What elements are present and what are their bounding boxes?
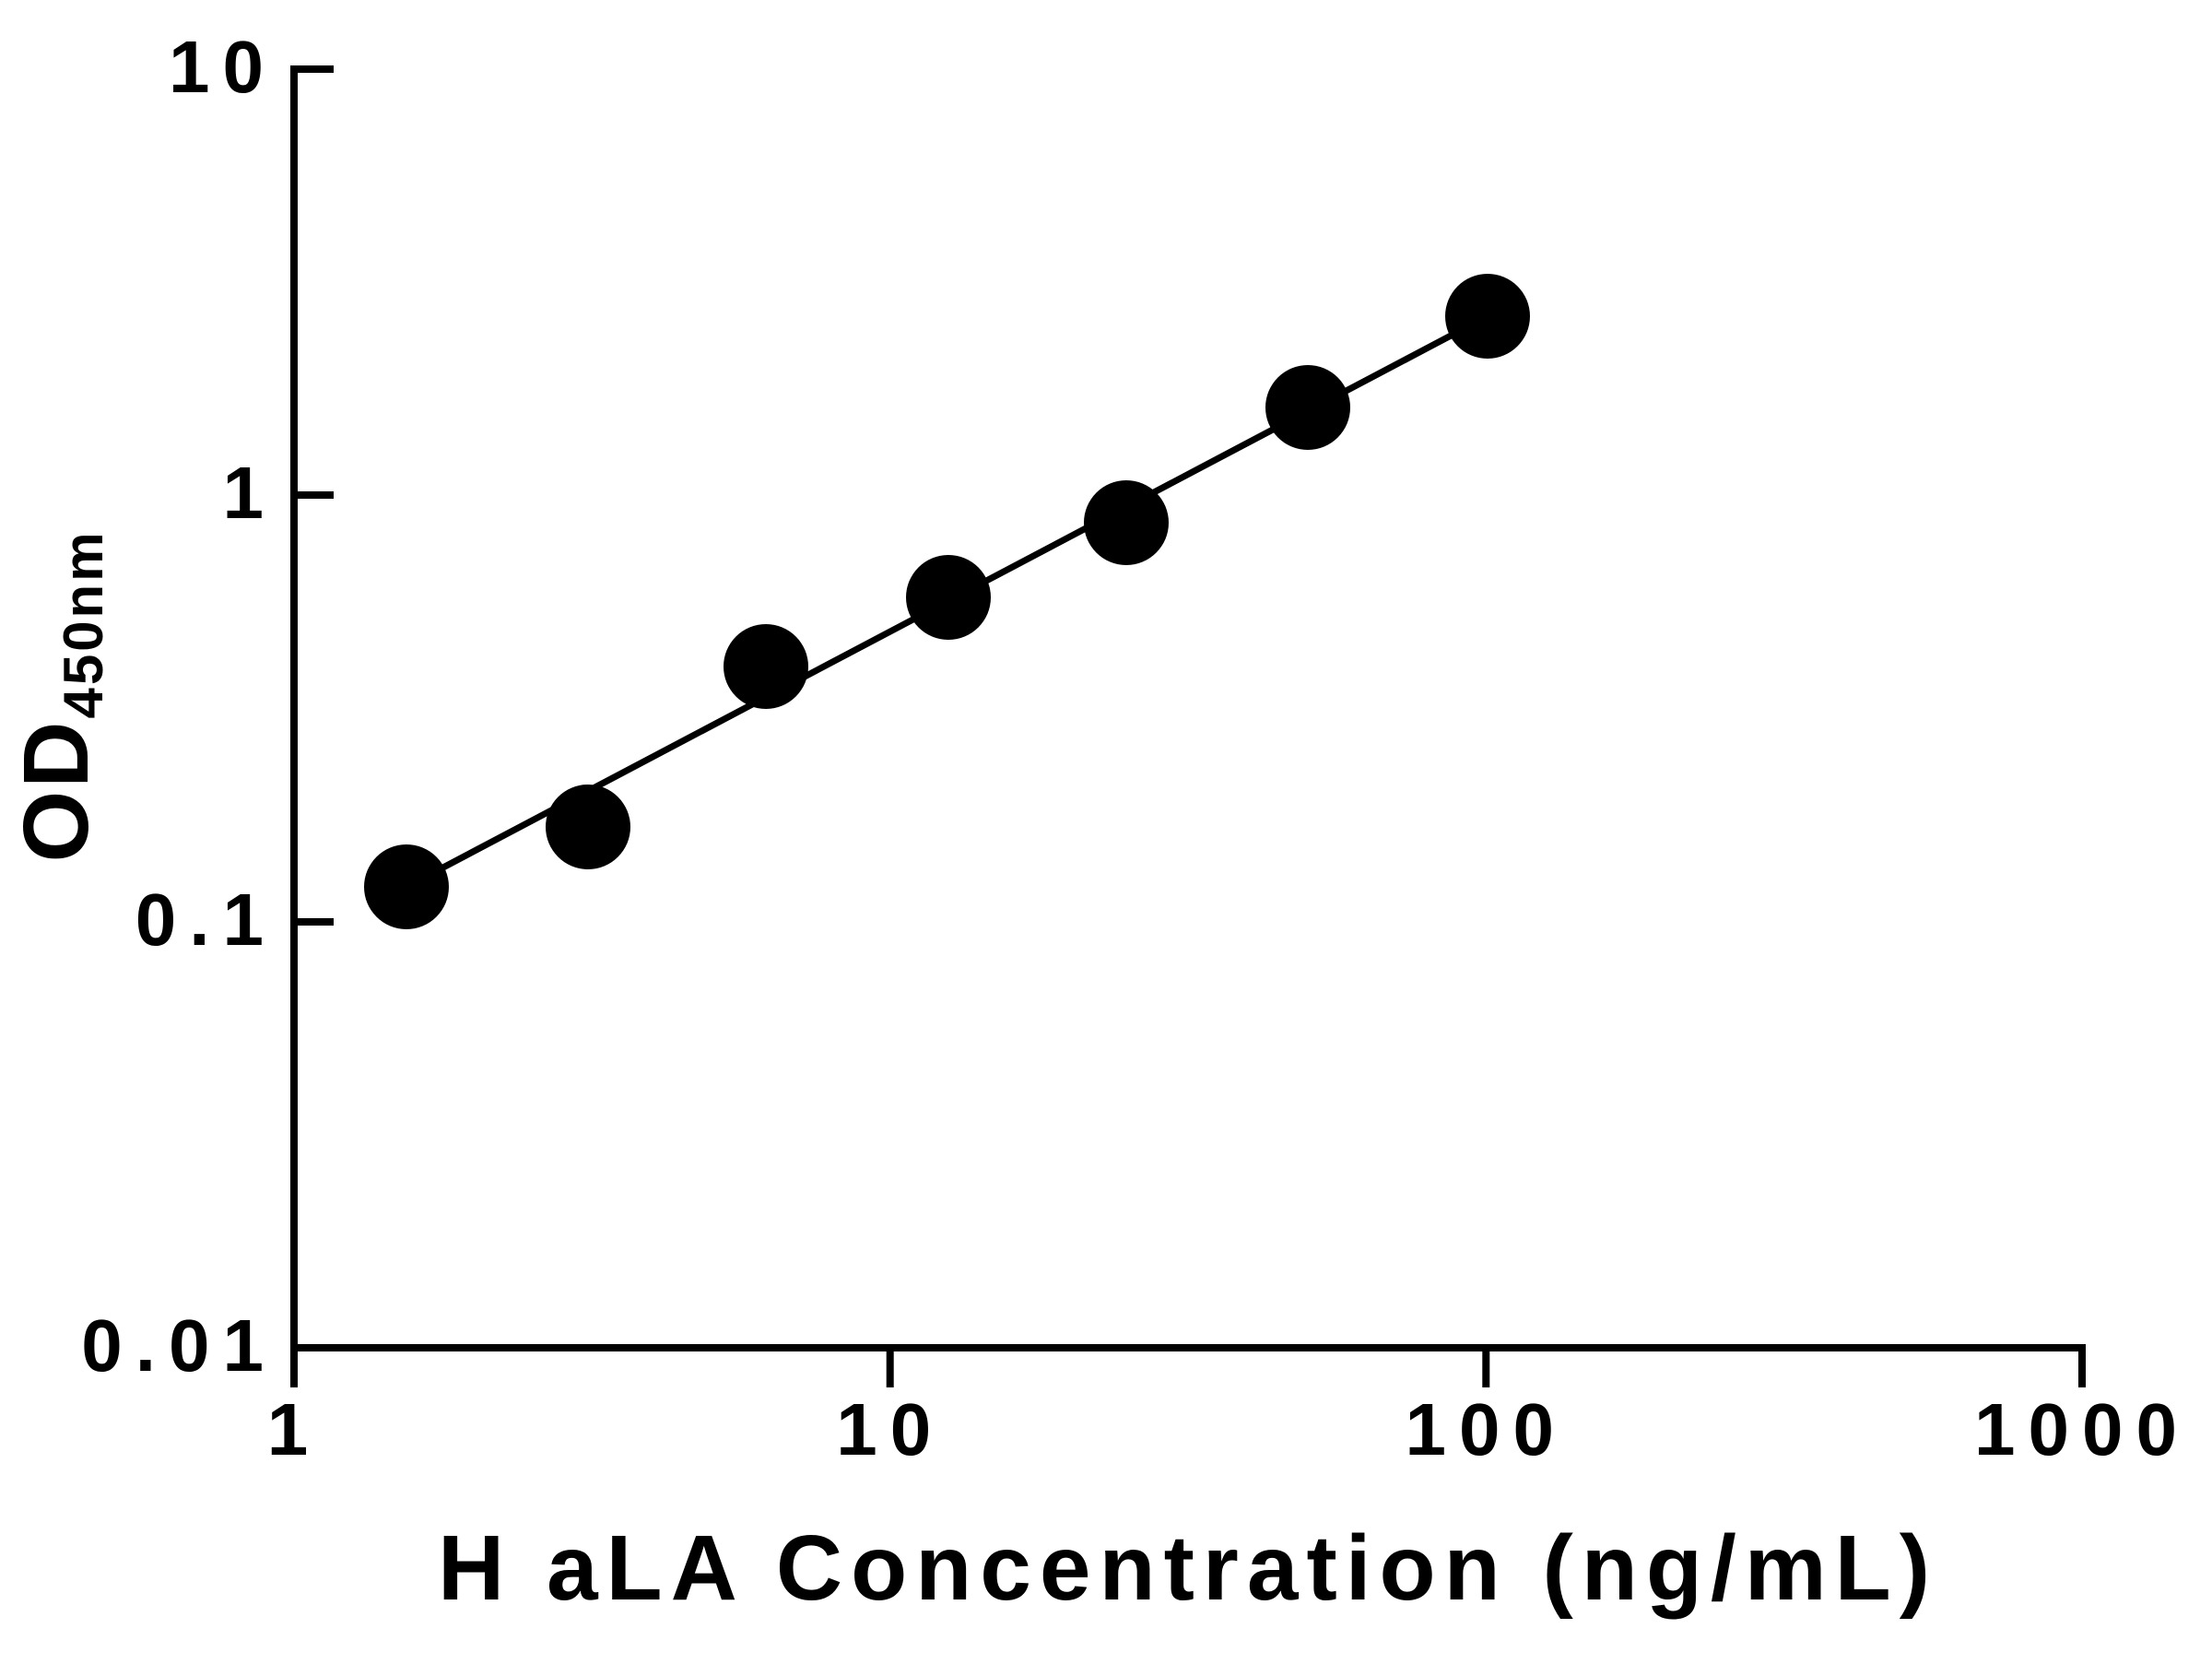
svg-text:10: 10 [836,1388,944,1470]
svg-text:H aLA Concentration (ng/mL): H aLA Concentration (ng/mL) [438,1516,1938,1620]
svg-text:1: 1 [267,1388,322,1470]
svg-text:0.1: 0.1 [135,879,276,961]
svg-text:0.01: 0.01 [81,1304,276,1387]
svg-text:10: 10 [169,26,276,108]
svg-text:100: 100 [1406,1388,1567,1470]
svg-text:1000: 1000 [1974,1388,2190,1470]
svg-text:OD450nm: OD450nm [5,529,114,862]
svg-text:1: 1 [223,452,277,534]
